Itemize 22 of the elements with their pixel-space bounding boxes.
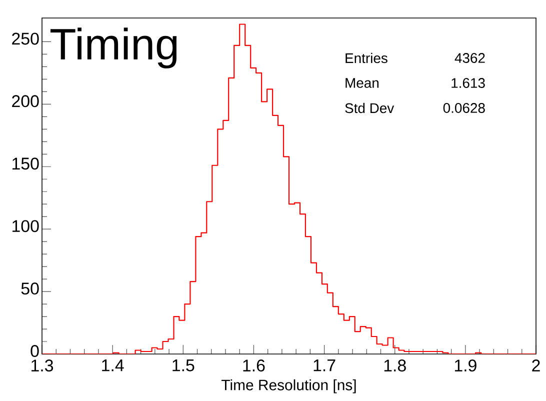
y-tick-label: 0	[30, 345, 39, 357]
x-tick-label: 1.8	[384, 360, 406, 372]
annotation: 1.613	[452, 78, 485, 88]
chart-title: Timing	[50, 28, 177, 68]
x-axis-title: Time Resolution [ns]	[222, 379, 356, 394]
annotation: 0.0628	[443, 103, 485, 113]
x-tick-label: 1.9	[454, 360, 476, 372]
y-tick-label: 250	[12, 32, 39, 45]
y-tick-label: 50	[21, 282, 39, 295]
annotation: 4362	[454, 53, 485, 63]
x-tick-label: 1.6	[243, 360, 265, 372]
y-tick-label: 200	[12, 95, 39, 108]
x-tick-label: 2	[532, 360, 540, 372]
x-tick-label: 1.5	[172, 360, 194, 372]
y-tick-label: 150	[12, 158, 39, 170]
x-tick-label: 1.3	[32, 360, 54, 372]
y-tick-label: 100	[12, 220, 39, 232]
annotation: Entries	[346, 52, 388, 64]
annotation: Std Dev	[345, 102, 394, 114]
x-tick-label: 1.4	[102, 360, 124, 372]
x-tick-label: 1.7	[314, 360, 336, 372]
annotation: Mean	[346, 78, 379, 88]
